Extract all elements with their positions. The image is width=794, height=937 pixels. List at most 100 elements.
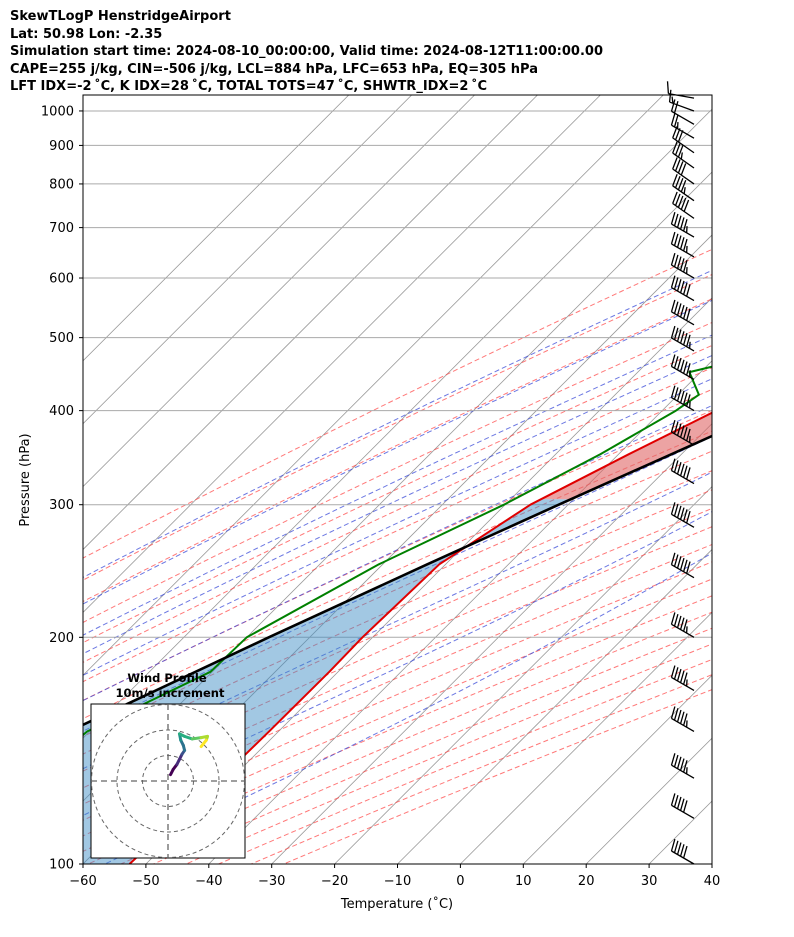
wind-barb [670,354,695,381]
cape-region [540,412,712,500]
wind-barb-flag [676,668,682,682]
wind-barb-flag [673,301,679,314]
wind-barb-flag [682,760,688,773]
wind-barb-flag [673,254,679,267]
dry-adiabat-line [83,274,712,581]
wind-barb-flag [668,89,672,103]
isotherm-line [334,486,712,864]
x-tick-label: −30 [258,874,285,889]
isotherm-line [83,95,538,551]
wind-barb-flag [682,800,688,813]
isotherm-line [271,423,712,864]
wind-barb-flag [673,754,679,768]
wind-barb-flag [672,141,678,154]
wind-barb-flag [672,174,678,187]
isotherm-line [460,611,712,864]
wind-barb-flag [676,615,682,628]
wind-barb-flag [673,327,679,340]
wind-barb-flag [672,157,678,170]
wind-barb-flag [673,460,679,473]
wind-barb-flag [674,159,681,172]
wind-barb-staff [671,850,695,865]
wind-barb [670,502,695,528]
wind-barb-flag [679,844,685,857]
moist-adiabat-line [83,269,712,579]
wind-barb [666,81,695,99]
wind-barb [672,141,695,169]
wind-barb-staff [671,264,695,279]
wind-barb-flag [670,612,676,625]
wind-barb-flag [676,462,682,475]
wind-barb-flag [674,193,681,206]
dewpoint-profile-line [83,365,712,737]
wind-barb-flag [670,706,676,719]
wind-barb-flag [676,505,682,518]
wind-barb-flag [673,840,679,853]
dry-adiabat-line [83,543,712,821]
wind-barb-flag [686,467,691,480]
wind-barb-flag [674,128,681,141]
wind-barb [670,385,695,412]
x-tick-label: 30 [641,874,658,889]
wind-barb-flag [670,99,676,112]
wind-barb-flag [676,389,682,402]
wind-barb-flag [686,510,691,524]
x-tick-label: 40 [704,874,721,889]
wind-barb-flag [682,259,688,273]
wind-barb-flag [682,713,688,726]
wind-barb-flag [679,670,685,683]
wind-barb-flag [676,235,682,248]
y-tick-label: 100 [49,858,74,873]
wind-barb-flag [673,213,679,227]
wind-barb-flag [676,842,682,855]
hodograph-trace-segment [190,736,203,741]
wind-barb-flag [673,114,679,128]
wind-barb-staff [671,564,695,579]
wind-barb-flag [670,325,676,339]
wind-barb [670,753,695,779]
wind-barb-flag [674,176,681,189]
wind-barb-flag [679,425,685,438]
wind-barb-flag [670,552,676,565]
isotherm-line [648,800,712,864]
wind-barb-flag [679,758,685,771]
wind-barb-flag [671,96,674,104]
temperature-profile-line [128,411,712,864]
wind-barb-staff [672,202,695,219]
wind-barb-flag [670,753,676,766]
wind-barb-flag [682,392,688,405]
wind-barb-flag [670,458,676,471]
chart-header: SkewTLogP HenstridgeAirport Lat: 50.98 L… [10,8,603,96]
moist-adiabat-line [83,378,712,676]
stability-indices: LFT IDX=-2 ˚C, K IDX=28 ˚C, TOTAL TOTS=4… [10,79,488,94]
wind-barb-staff [671,676,695,692]
wind-barb-flag [679,617,685,630]
wind-barb-flag [674,143,681,156]
wind-barb-flag [670,354,676,367]
dry-adiabat-line [83,367,712,663]
wind-barb-flag [670,212,676,225]
wind-barb-staff [671,717,695,732]
wind-barb-flag [673,613,679,627]
wind-barb-flag [676,357,682,371]
wind-barb-flag [673,356,679,369]
wind-barb-flag [673,387,679,400]
wind-barb-staff [671,804,695,819]
moist-adiabat-line [83,405,712,702]
wind-barb-flag [682,219,688,232]
wind-barb [672,157,695,185]
x-tick-label: −10 [384,874,411,889]
isotherm-line [711,863,712,864]
wind-barb-flag [682,238,688,252]
wind-barb-staff [671,287,695,302]
wind-barb-flag [686,428,691,442]
wind-barb-flag [686,334,691,347]
hodograph-title: Wind Profile [127,671,207,685]
wind-barb-flag [670,275,676,288]
wind-barb-flag [676,556,682,569]
wind-barb [670,325,695,352]
y-axis-ticks: 100 200 300 400 500 600 700 800 900 1000 [41,104,83,873]
wind-barb-flag [670,838,676,852]
wind-barb-flag [676,423,682,436]
wind-barb-flag [670,420,676,433]
